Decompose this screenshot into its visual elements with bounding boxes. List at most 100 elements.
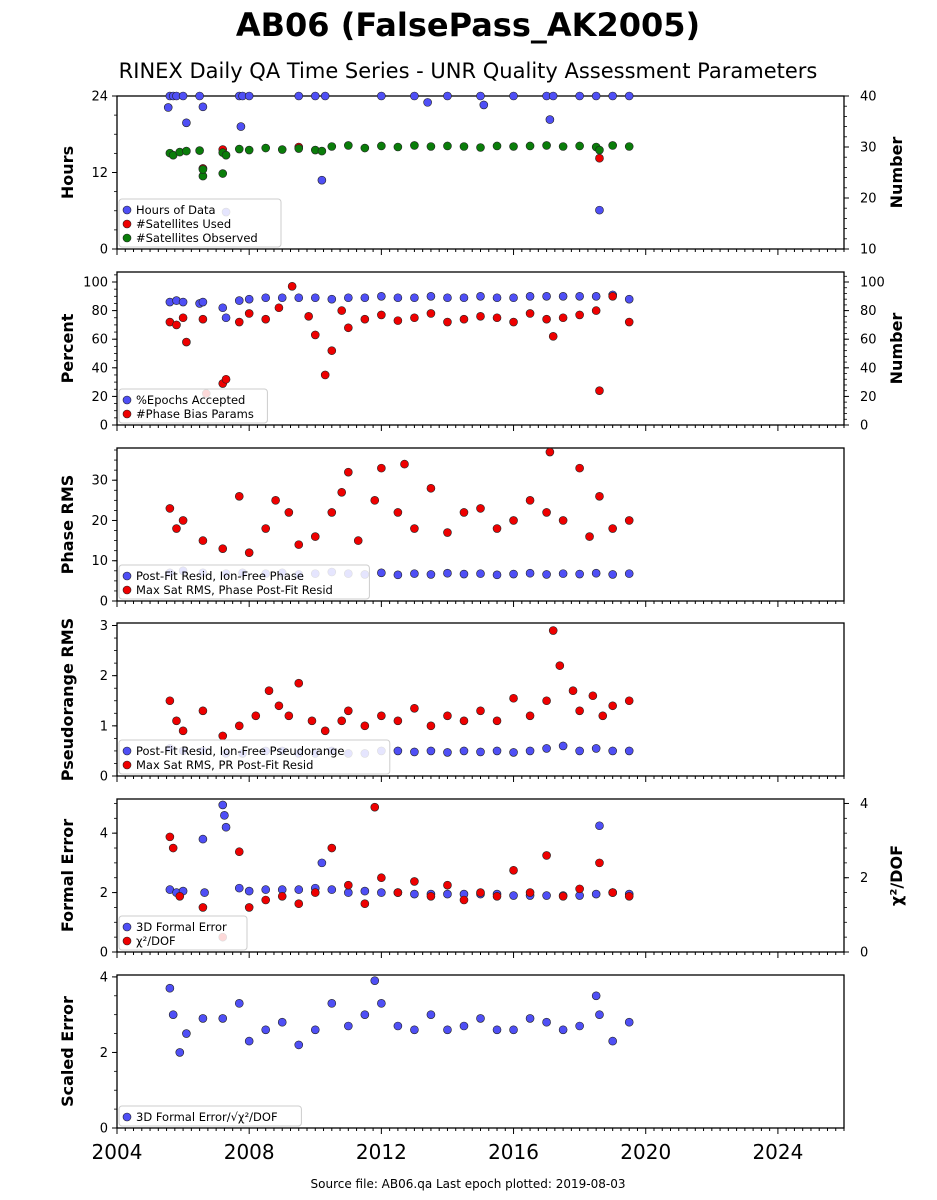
data-point xyxy=(360,1010,370,1019)
data-point xyxy=(443,748,452,757)
data-point xyxy=(476,504,485,513)
data-point xyxy=(443,317,452,327)
data-point xyxy=(426,721,436,731)
data-point xyxy=(443,528,452,537)
data-point xyxy=(220,811,229,820)
data-point xyxy=(393,746,403,756)
data-point xyxy=(244,294,254,304)
legend-marker xyxy=(122,571,132,581)
data-point xyxy=(426,483,436,493)
data-point xyxy=(234,144,244,154)
data-point xyxy=(591,568,601,578)
legend-marker xyxy=(122,746,132,756)
data-point xyxy=(542,570,551,579)
data-point xyxy=(310,91,320,101)
y-axis-label: Phase RMS xyxy=(58,475,77,575)
data-point xyxy=(353,536,363,545)
data-point xyxy=(542,141,551,150)
data-point xyxy=(178,91,188,101)
data-point xyxy=(377,310,386,320)
data-point xyxy=(218,303,228,313)
data-point xyxy=(542,314,551,324)
data-point xyxy=(459,1021,469,1031)
data-point xyxy=(410,313,419,323)
data-point xyxy=(443,880,452,890)
figure-title: AB06 (FalsePass_AK2005) xyxy=(236,6,700,44)
data-point xyxy=(558,142,568,151)
data-point xyxy=(509,142,518,151)
data-point xyxy=(178,516,188,525)
data-point xyxy=(165,983,175,993)
data-point xyxy=(443,91,452,101)
legend-marker xyxy=(122,233,132,243)
data-point xyxy=(261,293,271,303)
data-point xyxy=(575,884,584,894)
legend-label: Post-Fit Resid, Ion-Free Phase xyxy=(136,569,304,583)
x-tick-label: 2012 xyxy=(356,1140,407,1164)
data-point xyxy=(377,568,386,578)
data-point xyxy=(304,312,313,321)
legend-label: Max Sat RMS, Phase Post-Fit Resid xyxy=(136,583,333,597)
y-tick-label: 0 xyxy=(100,419,108,434)
data-point xyxy=(168,1010,178,1019)
data-point xyxy=(608,292,617,301)
x-tick-label: 2020 xyxy=(620,1140,671,1164)
data-point xyxy=(608,1036,617,1046)
data-point xyxy=(294,144,304,153)
data-point xyxy=(509,293,518,303)
data-point xyxy=(443,568,452,578)
data-point xyxy=(327,843,337,853)
data-point xyxy=(509,693,518,703)
data-point xyxy=(271,496,280,505)
data-point xyxy=(310,1025,320,1035)
data-point xyxy=(558,569,568,578)
data-point xyxy=(608,524,617,533)
legend-marker xyxy=(122,219,132,229)
data-point xyxy=(261,143,271,153)
data-point xyxy=(575,569,584,579)
data-point xyxy=(200,888,209,897)
data-point xyxy=(168,843,178,853)
data-point xyxy=(525,888,535,897)
data-point xyxy=(410,569,419,578)
legend-label: Max Sat RMS, PR Post-Fit Resid xyxy=(136,758,313,772)
data-point xyxy=(410,141,419,150)
data-point xyxy=(525,568,535,578)
data-point xyxy=(588,691,598,701)
data-point xyxy=(476,91,485,101)
data-point xyxy=(595,1010,604,1019)
data-point xyxy=(608,701,617,711)
data-point xyxy=(575,746,584,756)
data-point xyxy=(218,731,228,741)
legend-label: #Satellites Observed xyxy=(136,231,258,245)
data-point xyxy=(274,303,284,313)
data-point xyxy=(337,487,347,497)
data-point xyxy=(459,293,469,303)
y-tick-label: 20 xyxy=(91,514,108,529)
data-point xyxy=(476,706,485,716)
data-point xyxy=(595,145,604,155)
data-point xyxy=(218,1014,228,1023)
y2-tick-label: 40 xyxy=(860,361,877,376)
data-point xyxy=(393,316,403,325)
data-point xyxy=(542,292,551,301)
y-axis-label: Scaled Error xyxy=(58,996,77,1107)
data-point xyxy=(476,569,485,578)
y-axis-label: Formal Error xyxy=(58,819,77,932)
data-point xyxy=(591,91,601,101)
data-point xyxy=(294,899,304,909)
data-point xyxy=(317,175,327,185)
data-point xyxy=(221,374,231,384)
legend-label: χ²/DOF xyxy=(136,934,176,948)
data-point xyxy=(344,323,353,333)
series-2 xyxy=(165,281,634,398)
data-point xyxy=(360,143,370,153)
data-point xyxy=(182,118,191,128)
data-point xyxy=(377,711,386,721)
data-point xyxy=(542,891,551,900)
data-point xyxy=(264,686,274,696)
data-point xyxy=(548,91,558,101)
data-point xyxy=(558,891,568,901)
data-point xyxy=(251,711,261,721)
